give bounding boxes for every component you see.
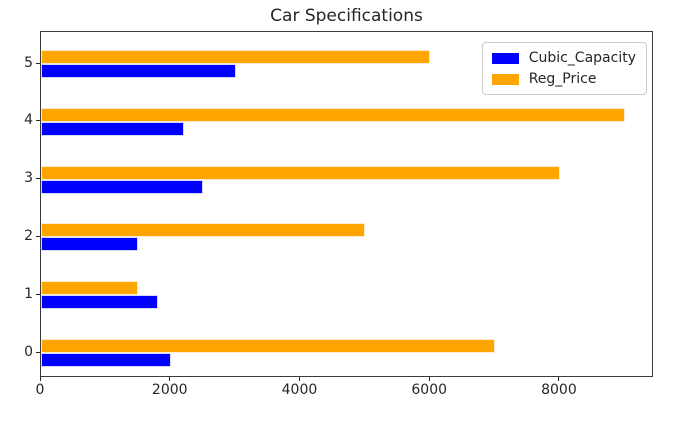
bar-Reg_Price-5 [41,50,430,64]
x-tick-label-2000: 2000 [151,382,188,398]
bar-Cubic_Capacity-0 [41,353,171,367]
legend-item-Reg_Price: Reg_Price [491,71,636,87]
x-tick-mark-6000 [428,377,430,381]
bar-Reg_Price-0 [41,339,495,353]
x-tick-label-0: 0 [35,382,45,398]
bar-Cubic_Capacity-3 [41,179,203,194]
chart-title: Car Specifications [270,6,423,26]
bar-Reg_Price-4 [41,107,625,122]
y-tick-mark-5 [36,62,40,64]
y-tick-label-0: 0 [24,343,33,360]
y-tick-label-2: 2 [24,227,33,244]
x-tick-mark-0 [39,377,41,381]
legend: Cubic_Capacity Reg_Price [481,42,647,95]
bar-Cubic_Capacity-5 [41,64,236,78]
y-tick-mark-1 [36,293,40,295]
legend-item-Cubic_Capacity: Cubic_Capacity [491,50,636,66]
x-tick-label-8000: 8000 [541,382,577,398]
bar-Cubic_Capacity-1 [41,295,158,310]
y-tick-label-3: 3 [24,170,33,187]
y-tick-label-4: 4 [24,112,33,129]
y-tick-mark-0 [36,351,40,353]
y-tick-label-5: 5 [24,54,33,71]
x-tick-label-4000: 4000 [281,382,318,398]
x-tick-mark-4000 [298,377,300,381]
bar-Reg_Price-1 [41,281,138,296]
bar-Reg_Price-2 [41,223,365,238]
x-tick-mark-8000 [558,377,560,381]
y-tick-mark-2 [36,235,40,237]
x-tick-mark-2000 [169,377,171,381]
bar-Reg_Price-3 [41,165,560,180]
legend-swatch-icon [491,73,519,85]
y-tick-mark-4 [36,120,40,122]
bar-Cubic_Capacity-2 [41,237,138,252]
x-tick-label-6000: 6000 [411,382,448,398]
y-tick-label-1: 1 [24,285,33,302]
y-tick-mark-3 [36,178,40,180]
bar-Cubic_Capacity-4 [41,121,184,136]
legend-swatch-icon [491,52,519,64]
legend-label: Cubic_Capacity [528,50,636,66]
plot-area: Cubic_Capacity Reg_Price [40,31,653,377]
legend-label: Reg_Price [528,71,597,87]
